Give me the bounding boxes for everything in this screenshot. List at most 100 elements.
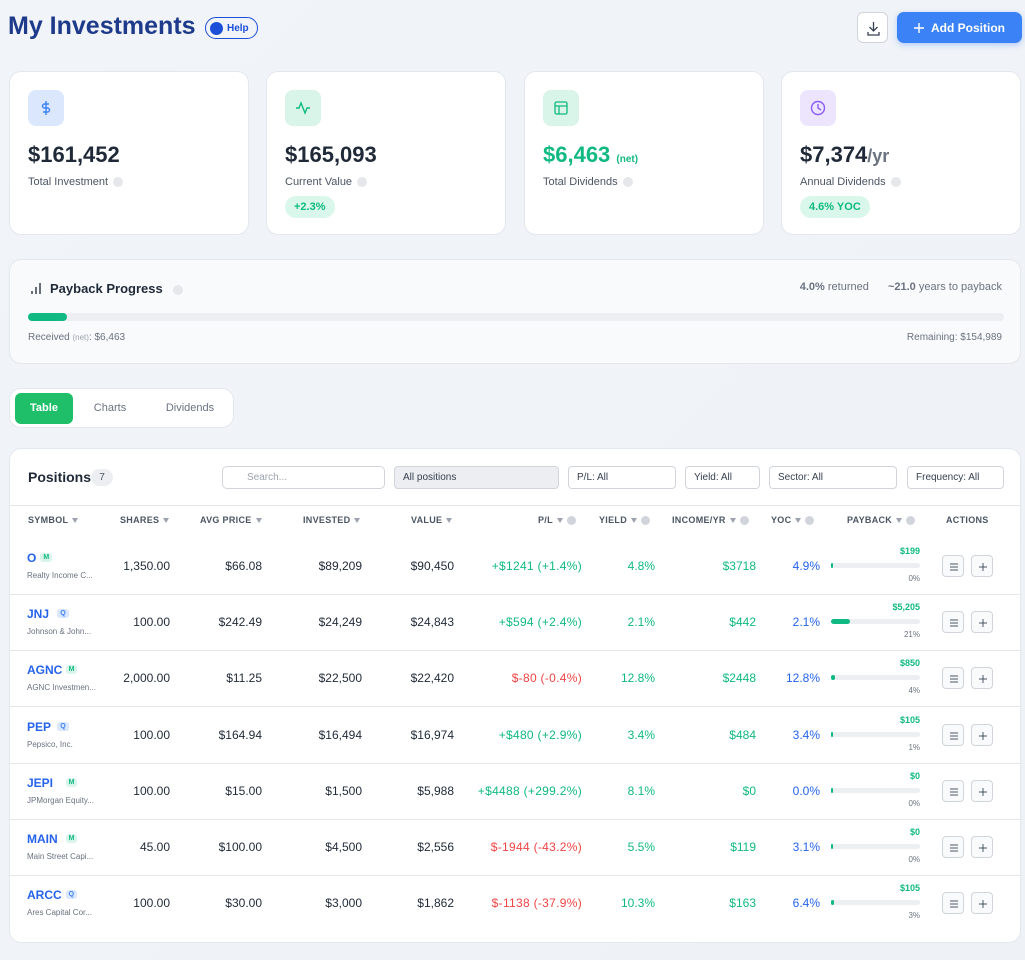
card-suffix: (net) <box>616 154 639 165</box>
shares-cell: 100.00 <box>133 727 170 742</box>
card-label-text: Annual Dividends <box>800 176 886 188</box>
edit-button[interactable] <box>942 723 964 746</box>
payback-bar <box>831 675 835 681</box>
avg-price-cell: $164.94 <box>218 727 262 742</box>
payback-bar <box>831 844 833 849</box>
yield-cell: 2.1% <box>627 615 655 630</box>
card-suffix: /yr <box>867 146 890 166</box>
column-header: YOC <box>771 515 815 526</box>
payback-track <box>831 787 920 793</box>
company-name: Johnson & John... <box>27 627 92 637</box>
add-button[interactable] <box>971 892 993 915</box>
download-button[interactable] <box>857 12 888 43</box>
payback-bar <box>831 731 833 737</box>
sort-arrow <box>163 518 170 524</box>
symbol: O <box>27 551 37 565</box>
pl-cell: $-1944 (-43.2%) <box>490 840 582 854</box>
card-label-text: Total Dividends <box>543 176 618 188</box>
info-icon <box>739 516 749 526</box>
payback-track <box>831 619 920 625</box>
edit-button[interactable] <box>942 611 964 634</box>
value-cell: $90,450 <box>410 559 454 573</box>
edit-button[interactable] <box>942 667 964 690</box>
add-button[interactable] <box>971 611 993 634</box>
column-header: SYMBOL <box>28 515 79 525</box>
shares-cell: 2,000.00 <box>123 671 170 686</box>
search-input[interactable]: Search... <box>222 466 385 489</box>
symbol: MAIN <box>27 832 58 846</box>
pl-cell: $-80 (-0.4%) <box>511 671 582 686</box>
payback-amount: $0 <box>909 827 920 837</box>
filter-select[interactable]: Frequency: All <box>907 466 1004 489</box>
column-header: YIELD <box>599 515 651 526</box>
menu-icon <box>950 788 958 796</box>
frequency-badge: Q <box>57 721 69 731</box>
column-header-text: INVESTED <box>303 515 351 525</box>
filter-select[interactable]: Sector: All <box>769 466 897 489</box>
symbol: PEP <box>27 719 52 734</box>
add-position-text: Add Position <box>931 20 1005 35</box>
add-button[interactable] <box>971 667 993 690</box>
yoc-cell: 3.4% <box>792 727 820 742</box>
row-divider <box>10 762 1020 764</box>
invested-cell: $24,249 <box>318 615 362 630</box>
help-button[interactable]: Help <box>205 17 258 39</box>
help-icon <box>210 21 223 35</box>
tab[interactable]: Dividends <box>165 402 215 414</box>
edit-button[interactable] <box>942 779 964 802</box>
shares-cell: 100.00 <box>133 783 170 798</box>
plus-icon <box>979 563 987 571</box>
received-label: Received <box>28 332 70 343</box>
avg-price-cell: $242.49 <box>218 615 262 630</box>
tab[interactable]: Charts <box>93 402 127 414</box>
sort-arrow <box>255 518 262 524</box>
payback-track <box>831 731 920 737</box>
symbol: AGNC <box>27 663 63 678</box>
plus-icon <box>979 787 987 796</box>
column-header: PAYBACK <box>847 515 916 526</box>
symbol: JEPI <box>27 775 54 790</box>
payback-fill <box>28 313 68 321</box>
info-icon <box>906 516 916 526</box>
column-header-text: VALUE <box>411 515 443 525</box>
column-header-text: YIELD <box>599 515 628 525</box>
add-button[interactable] <box>971 836 993 858</box>
plus-icon <box>979 619 987 628</box>
filter-select[interactable]: Yield: All <box>685 466 760 489</box>
frequency-badge: Q <box>65 890 78 900</box>
column-header-text: INCOME/YR <box>672 515 726 525</box>
filter-select[interactable]: P/L: All <box>568 466 676 489</box>
shares-cell: 45.00 <box>139 840 170 854</box>
add-button[interactable] <box>971 555 993 577</box>
row-divider <box>10 706 1020 708</box>
payback-percent: 0% <box>908 798 920 808</box>
edit-button[interactable] <box>942 892 964 915</box>
add-button[interactable] <box>971 779 993 802</box>
payback-icon <box>31 283 41 294</box>
edit-button[interactable] <box>942 836 964 858</box>
sort-arrow <box>354 518 361 524</box>
card-value-text: $6,463 <box>543 142 611 167</box>
frequency-badge: M <box>40 553 53 562</box>
menu-icon <box>950 675 958 683</box>
payback-bar <box>831 563 833 568</box>
add-position-button[interactable]: Add Position <box>897 12 1022 43</box>
company-name: AGNC Investmen... <box>27 683 96 693</box>
payback-title: Payback Progress <box>50 281 183 296</box>
avg-price-cell: $11.25 <box>226 671 262 686</box>
add-button[interactable] <box>971 723 993 746</box>
column-header-text: SYMBOL <box>28 515 69 525</box>
income-cell: $119 <box>730 840 756 854</box>
menu-icon <box>950 900 958 908</box>
invested-cell: $89,209 <box>318 559 362 573</box>
payback-amount: $0 <box>909 770 920 781</box>
filter-select[interactable]: All positions <box>394 466 559 489</box>
column-header: SHARES <box>120 515 170 525</box>
income-cell: $163 <box>729 896 756 911</box>
tab-active[interactable]: Table <box>15 393 73 424</box>
payback-percent: 21% <box>903 630 920 640</box>
edit-button[interactable] <box>942 555 964 577</box>
avg-price-cell: $15.00 <box>225 783 262 798</box>
payback-amount: $199 <box>899 546 920 556</box>
yoc-cell: 2.1% <box>792 615 820 630</box>
